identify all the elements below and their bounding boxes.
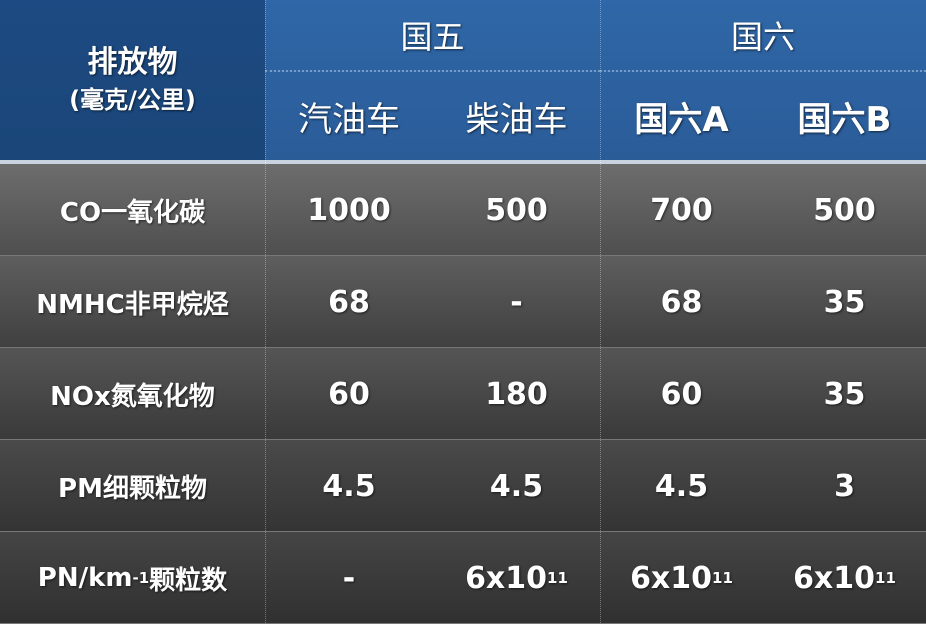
table-cell: -: [510, 284, 523, 320]
table-cell: 4.5: [322, 468, 376, 504]
table-cell: 4.5: [489, 468, 544, 504]
row-label: PN/km -1 颗粒数: [0, 532, 265, 624]
row-label-text: CO一氧化碳: [59, 197, 206, 228]
table-cell: 4.5: [654, 468, 709, 504]
table-cell: 700: [650, 192, 713, 228]
table-cell: 180: [485, 376, 548, 412]
table-cell: 68: [328, 284, 370, 320]
table-cell: 60: [328, 376, 370, 412]
header-divider: [0, 160, 926, 164]
row-label: CO一氧化碳: [0, 164, 265, 256]
table-cell: 6x10 11: [465, 560, 568, 596]
group-guo5: 国五: [265, 0, 600, 72]
table-cell: 6x10 11: [630, 560, 733, 596]
col-gasoline: 汽油车: [265, 72, 433, 160]
table-cell: 68: [660, 284, 703, 320]
table-row: [0, 440, 926, 532]
column-divider: [600, 0, 601, 623]
header-unit: (毫克/公里): [69, 86, 196, 115]
group-guo6: 国六: [600, 0, 926, 72]
column-divider: [265, 0, 266, 623]
col-diesel: 柴油车: [433, 72, 600, 160]
table-row: [0, 532, 926, 624]
row-label: NOx氮氧化物: [0, 348, 265, 440]
row-label: PM细颗粒物: [0, 440, 265, 532]
table-cell: 3: [834, 468, 855, 504]
row-label-sup: -1: [132, 569, 150, 587]
table-cell: 500: [485, 192, 548, 228]
row-label-text: NMHC非甲烷烃: [36, 289, 229, 320]
table-cell: -: [342, 560, 356, 596]
table-row: [0, 164, 926, 256]
table-row: [0, 256, 926, 348]
row-label-suffix: 颗粒数: [149, 565, 228, 596]
header-pollutant: 排放物 (毫克/公里): [0, 0, 265, 160]
row-label-text: PM细颗粒物: [58, 473, 207, 504]
table-cell: 500: [813, 192, 876, 228]
col-guo6a: 国六A: [600, 72, 763, 160]
row-label-text: NOx氮氧化物: [50, 381, 215, 412]
table-cell: 6x10 11: [793, 560, 896, 596]
row-label-text: PN/km: [37, 563, 133, 593]
header-label: 排放物: [87, 45, 178, 81]
table-cell: 1000: [307, 192, 391, 228]
row-label: NMHC非甲烷烃: [0, 256, 265, 348]
table-cell: 35: [823, 284, 866, 320]
table-cell: 35: [823, 376, 866, 412]
table-row: [0, 348, 926, 440]
col-guo6b: 国六B: [763, 72, 926, 160]
table-cell: 60: [660, 376, 703, 412]
